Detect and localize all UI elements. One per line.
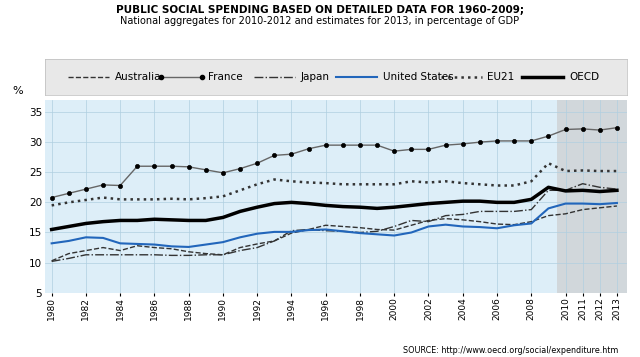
Bar — [557, 100, 627, 293]
Text: United States: United States — [383, 72, 453, 82]
Text: %: % — [13, 86, 24, 96]
Text: EU21: EU21 — [488, 72, 515, 82]
Text: SOURCE: http://www.oecd.org/social/expenditure.htm: SOURCE: http://www.oecd.org/social/expen… — [403, 346, 619, 355]
Text: Japan: Japan — [301, 72, 330, 82]
Text: OECD: OECD — [569, 72, 599, 82]
Text: Australia: Australia — [115, 72, 161, 82]
Text: France: France — [208, 72, 243, 82]
Text: National aggregates for 2010-2012 and estimates for 2013, in percentage of GDP: National aggregates for 2010-2012 and es… — [120, 16, 520, 26]
Text: PUBLIC SOCIAL SPENDING BASED ON DETAILED DATA FOR 1960-2009;: PUBLIC SOCIAL SPENDING BASED ON DETAILED… — [116, 5, 524, 15]
